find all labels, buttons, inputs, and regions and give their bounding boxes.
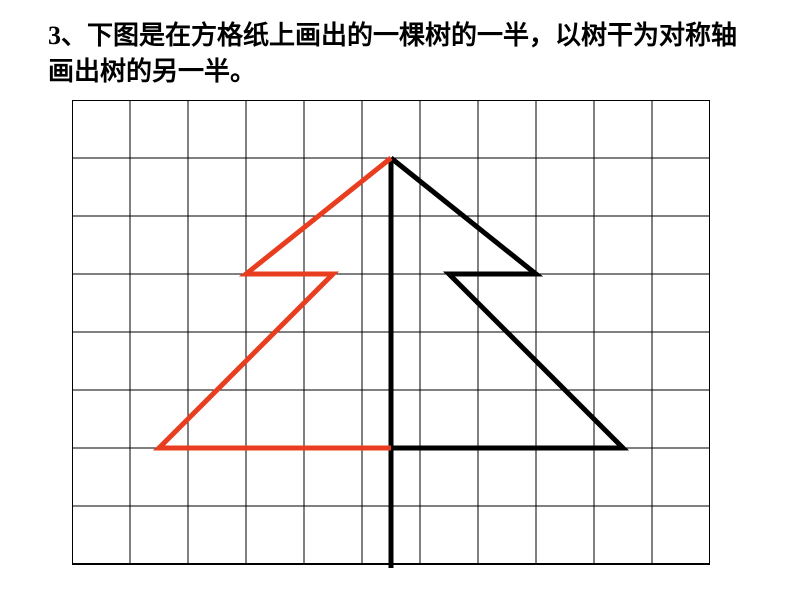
tree-diagram-svg [72,100,710,570]
question-number: 3 [48,21,61,50]
question-body: 下图是在方格纸上画出的一棵树的一半，以树干为对称轴画出树的另一半。 [48,21,737,86]
grid-diagram [72,100,710,570]
question-text: 3、下图是在方格纸上画出的一棵树的一半，以树干为对称轴画出树的另一半。 [48,18,746,91]
question-separator: 、 [61,21,87,50]
